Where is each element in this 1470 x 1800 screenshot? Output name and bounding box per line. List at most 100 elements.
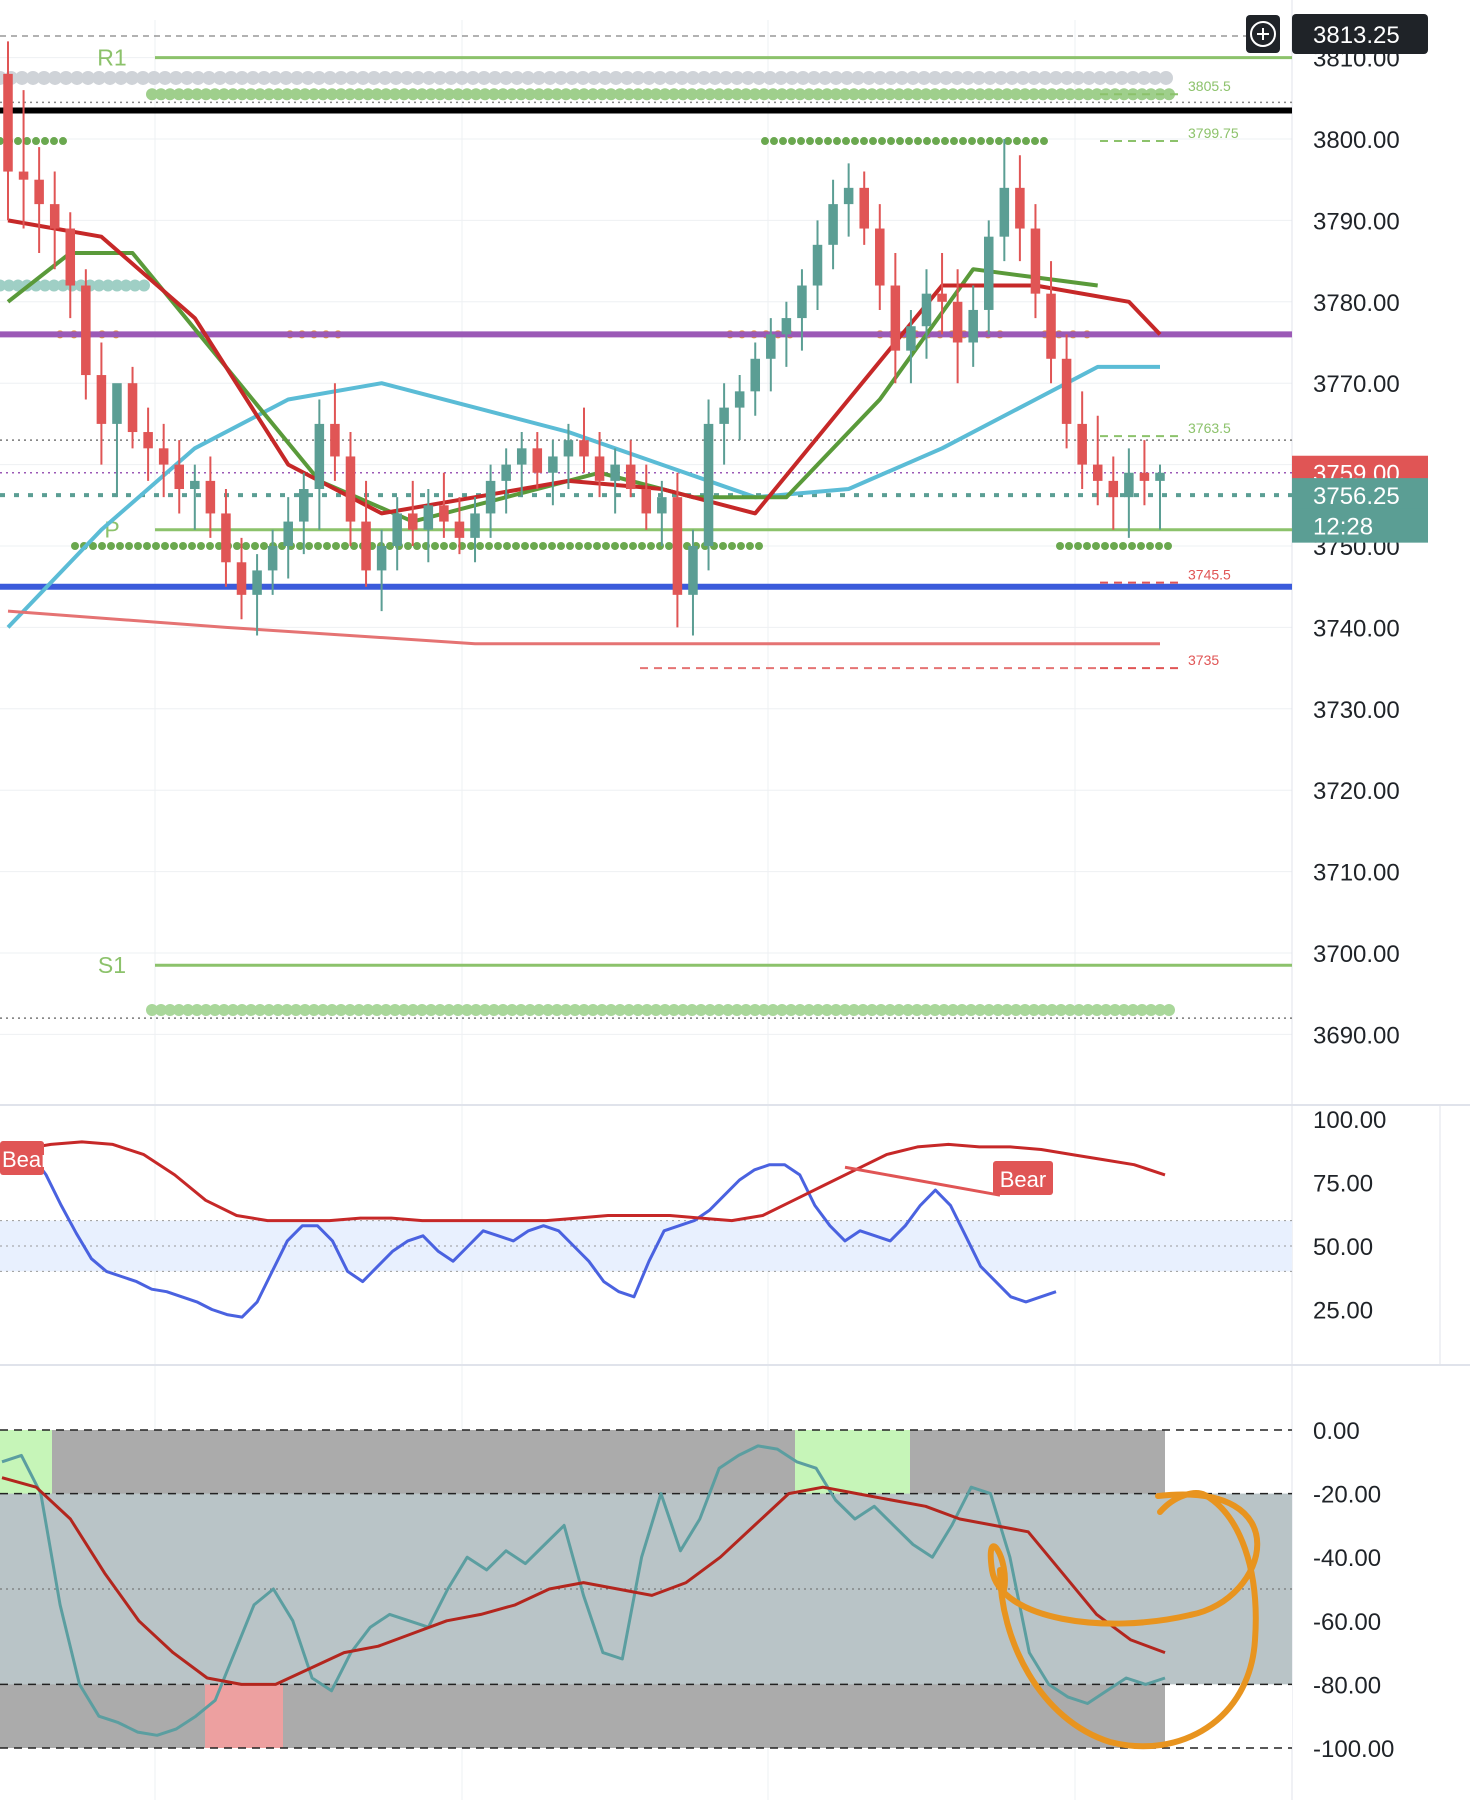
green-dot-row — [1119, 542, 1127, 550]
level-value-label: 3735 — [1188, 652, 1219, 668]
green-dot-row — [440, 542, 448, 550]
green-dot-band — [578, 88, 590, 101]
green-dot-row — [746, 542, 754, 550]
green-dot-band — [254, 1003, 266, 1016]
gray-dot-band — [961, 70, 975, 85]
green-dot-band — [1091, 1003, 1103, 1016]
candle-body — [843, 187, 854, 205]
gray-dot-band — [1049, 70, 1063, 85]
gray-dot-band — [1038, 70, 1052, 85]
oscillator-tick-label: 100.00 — [1313, 1107, 1386, 1134]
green-dot-band — [461, 88, 473, 101]
bear-label-bg — [993, 1161, 1053, 1195]
gray-dot-band — [587, 70, 601, 85]
candle-body — [766, 334, 776, 359]
green-dot-band — [1109, 1003, 1121, 1016]
gray-dot-band — [169, 70, 183, 85]
green-dot-band — [650, 88, 662, 101]
green-dot-row — [986, 137, 994, 146]
gray-dot-band — [939, 70, 953, 85]
green-dot-row — [1013, 137, 1021, 146]
green-dot-band — [1010, 88, 1022, 101]
gray-dot-band — [466, 70, 480, 85]
price-tick-label: 3800.00 — [1313, 127, 1400, 154]
green-dot-row — [1092, 542, 1100, 550]
green-dot-band — [704, 1003, 716, 1016]
candle-body — [361, 521, 371, 571]
price-tick-label: 3790.00 — [1313, 208, 1400, 235]
green-dot-band — [515, 1003, 527, 1016]
current-price-label: 3813.25 — [1313, 22, 1400, 49]
wr-tick-label: -100.00 — [1313, 1736, 1394, 1763]
green-dot-band — [857, 88, 869, 101]
candle-body — [563, 440, 574, 457]
gray-dot-band — [719, 70, 733, 85]
candle-body — [828, 204, 838, 245]
green-dot-row — [170, 542, 178, 550]
price-badge-label: 12:28 — [1313, 514, 1373, 541]
green-dot-band — [1163, 1003, 1175, 1016]
green-dot-band — [452, 88, 464, 101]
green-dot-band — [776, 88, 788, 101]
williams-r-line — [1, 1444, 1166, 1737]
price-tick-label: 3730.00 — [1313, 697, 1400, 724]
candle-body — [439, 505, 449, 522]
green-dot-band — [335, 88, 347, 101]
green-dot-band — [182, 1003, 194, 1016]
green-dot-band — [992, 1003, 1004, 1016]
green-dot-band — [992, 88, 1004, 101]
green-dot-band — [1046, 1003, 1058, 1016]
gray-dot-band — [884, 70, 898, 85]
candle-body — [1061, 358, 1072, 424]
green-dot-band — [884, 1003, 896, 1016]
green-dot-band — [524, 1003, 536, 1016]
green-dot-band — [983, 88, 995, 101]
green-dot-band — [866, 1003, 878, 1016]
green-dot-band — [398, 88, 410, 101]
candle-body — [610, 464, 620, 481]
green-dot-band — [920, 1003, 932, 1016]
green-dot-band — [371, 1003, 383, 1016]
candle-body — [719, 407, 729, 424]
green-dot-band — [920, 88, 932, 101]
price-tick-label: 3720.00 — [1313, 778, 1400, 805]
green-dot-band — [614, 1003, 626, 1016]
green-dot-band — [362, 1003, 374, 1016]
gray-dot-band — [620, 70, 634, 85]
green-dot-row — [1101, 542, 1109, 550]
green-dot-row — [431, 542, 439, 550]
candle-body — [1155, 472, 1165, 481]
green-dot-row — [950, 137, 958, 146]
bear-label-bg — [0, 1141, 44, 1175]
green-dot-band — [497, 88, 509, 101]
pivot-label: S1 — [98, 952, 126, 978]
green-dot-band — [1037, 1003, 1049, 1016]
green-dot-row — [1110, 542, 1118, 550]
green-dot-row — [959, 137, 967, 146]
candle-body — [937, 293, 947, 302]
price-tick-label: 3710.00 — [1313, 860, 1400, 887]
gray-dot-band — [147, 70, 161, 85]
gray-dot-band — [477, 70, 491, 85]
green-dot-band — [389, 1003, 401, 1016]
green-dot-band — [308, 88, 320, 101]
green-dot-row — [557, 542, 565, 550]
green-dot-band — [614, 88, 626, 101]
green-dot-row — [14, 137, 22, 146]
gray-dot-band — [543, 70, 557, 85]
green-dot-band — [1019, 88, 1031, 101]
green-dot-band — [164, 1003, 176, 1016]
teal-dot-band — [120, 279, 132, 292]
gray-dot-band — [972, 70, 986, 85]
green-dot-band — [632, 88, 644, 101]
green-dot-band — [299, 1003, 311, 1016]
gray-dot-band — [224, 70, 238, 85]
green-dot-row — [977, 137, 985, 146]
green-dot-band — [308, 1003, 320, 1016]
candle-body — [1108, 480, 1119, 498]
green-dot-band — [830, 1003, 842, 1016]
green-dot-row — [548, 542, 556, 550]
price-axis[interactable]: 3810.003800.003790.003780.003770.003760.… — [1246, 14, 1428, 1049]
green-dot-band — [317, 1003, 329, 1016]
green-dot-band — [686, 88, 698, 101]
